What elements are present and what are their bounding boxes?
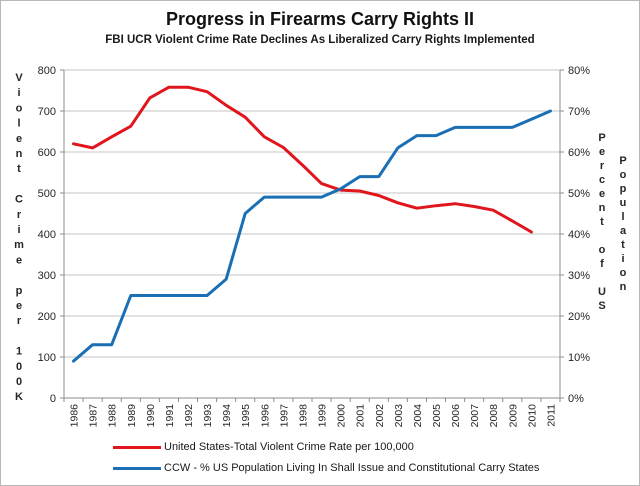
right-axis-title-percent-of-us: c (599, 174, 605, 186)
x-axis-tick-label: 1991 (164, 404, 176, 428)
left-axis-title: e (16, 133, 22, 145)
x-axis-tick-label: 1995 (240, 404, 252, 428)
left-axis-title: r (17, 315, 22, 327)
x-axis-tick-label: 2001 (355, 404, 367, 428)
right-axis-title-percent-of-us: r (600, 160, 605, 172)
x-axis-tick-label: 2002 (374, 404, 386, 428)
right-axis-title-population: o (620, 267, 627, 279)
x-axis-tick-label: 1996 (259, 404, 271, 428)
right-axis-tick-label: 60% (568, 147, 590, 159)
left-axis-tick-label: 400 (38, 229, 56, 241)
legend-label-ccw-percent: CCW - % US Population Living In Shall Is… (164, 462, 540, 474)
right-axis-title-percent-of-us: f (600, 258, 604, 270)
legend-swatch-ccw-percent-line (113, 466, 161, 470)
x-axis-tick-label: 2000 (336, 404, 348, 428)
left-axis-title: e (16, 254, 22, 266)
x-axis-tick-label: 1992 (183, 404, 195, 428)
x-axis-tick-label: 2005 (431, 404, 443, 428)
left-axis-tick-label: 100 (38, 352, 56, 364)
right-axis-title-percent-of-us: t (600, 216, 604, 228)
x-axis-tick-label: 1994 (221, 404, 233, 428)
left-axis-title: n (16, 148, 23, 160)
x-axis-tick-label: 2011 (545, 404, 557, 427)
right-axis-tick-label: 50% (568, 188, 590, 200)
x-axis-tick-label: 2004 (412, 404, 424, 428)
series-line-crime-rate (72, 85, 533, 234)
right-axis-title-population: o (620, 169, 627, 181)
x-axis-tick-label: 2007 (469, 404, 481, 428)
left-axis-title: p (16, 285, 23, 297)
x-axis-tick-label: 1993 (202, 404, 214, 428)
x-axis-tick-label: 1986 (69, 404, 81, 428)
x-axis-tick-label: 1990 (145, 404, 157, 428)
x-axis-tick-label: 2003 (393, 404, 405, 428)
x-axis-tick-label: 2010 (526, 404, 538, 428)
right-axis-title-population: p (620, 183, 627, 195)
right-axis-title-percent-of-us: o (599, 244, 606, 256)
right-axis-title-population: n (620, 281, 627, 293)
left-axis-title: r (17, 209, 22, 221)
right-axis-title-population: i (621, 253, 624, 265)
chart-subtitle: FBI UCR Violent Crime Rate Declines As L… (105, 34, 535, 46)
left-axis-tick-label: 600 (38, 147, 56, 159)
chart-title: Progress in Firearms Carry Rights II (165, 9, 475, 29)
right-axis-tick-label: 0% (568, 393, 584, 405)
x-axis-tick-label: 1988 (107, 404, 119, 428)
left-axis-title: 0 (16, 376, 22, 388)
left-axis-title: o (16, 102, 23, 114)
left-axis-title: 1 (16, 346, 22, 358)
legend-swatch-crime-rate-line (113, 445, 161, 449)
right-axis-title-percent-of-us: P (598, 132, 605, 144)
right-axis-title-population: u (620, 197, 627, 209)
left-axis-title: l (17, 118, 20, 130)
right-axis-title-population: a (620, 225, 627, 237)
left-axis-title: C (15, 194, 23, 206)
right-axis-title-population: t (621, 239, 625, 251)
right-axis-title-percent-of-us: n (599, 202, 606, 214)
right-axis-title-percent-of-us: S (598, 300, 605, 312)
right-axis-tick-label: 70% (568, 106, 590, 118)
legend-label-crime-rate: United States-Total Violent Crime Rate p… (164, 441, 414, 453)
x-axis-tick-label: 1989 (126, 404, 138, 428)
right-axis-tick-label: 80% (568, 65, 590, 77)
left-axis-title: 0 (16, 361, 22, 373)
right-axis-title-population: l (621, 211, 624, 223)
left-axis-title: t (17, 163, 21, 175)
left-axis-tick-label: 700 (38, 106, 56, 118)
right-axis-title-percent-of-us: U (598, 286, 606, 298)
x-axis-tick-label: 1999 (317, 404, 329, 428)
left-axis-title: V (15, 72, 23, 84)
right-axis-title-population: P (619, 155, 626, 167)
left-axis-title: e (16, 300, 22, 312)
x-axis-tick-label: 1997 (278, 404, 290, 428)
left-axis-tick-label: 0 (50, 393, 56, 405)
left-axis-title: i (17, 224, 20, 236)
x-axis-tick-label: 1987 (88, 404, 100, 428)
right-axis-tick-label: 40% (568, 229, 590, 241)
left-axis-title: m (14, 239, 24, 251)
left-axis-title: K (15, 391, 23, 403)
right-axis-title-percent-of-us: e (599, 188, 605, 200)
left-axis-tick-label: 500 (38, 188, 56, 200)
series-line-ccw-percent (72, 109, 552, 363)
x-axis-tick-label: 2009 (507, 404, 519, 428)
left-axis-tick-label: 800 (38, 65, 56, 77)
right-axis-tick-label: 30% (568, 270, 590, 282)
x-axis-tick-label: 2008 (488, 404, 500, 428)
x-axis-tick-label: 2006 (450, 404, 462, 428)
right-axis-tick-label: 20% (568, 311, 590, 323)
left-axis-title: i (17, 87, 20, 99)
left-axis-tick-label: 300 (38, 270, 56, 282)
x-axis-tick-label: 1998 (297, 404, 309, 428)
right-axis-tick-label: 10% (568, 352, 590, 364)
chart-legend: United States-Total Violent Crime Rate p… (113, 441, 539, 474)
legend-item-crime-rate: United States-Total Violent Crime Rate p… (113, 441, 539, 453)
left-axis-tick-label: 200 (38, 311, 56, 323)
right-axis-title-percent-of-us: e (599, 146, 605, 158)
legend-item-ccw-percent: CCW - % US Population Living In Shall Is… (113, 462, 539, 474)
